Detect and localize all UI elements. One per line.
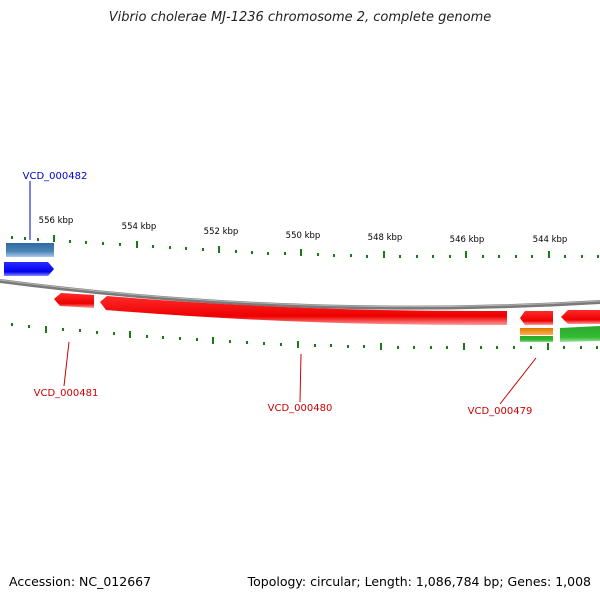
scale-label: 556 kbp (39, 216, 74, 226)
gene-arrow-vcd-000482[interactable] (4, 262, 54, 276)
gene-label[interactable]: VCD_000480 (268, 403, 333, 414)
orange-feature[interactable] (520, 328, 553, 335)
scale-label: 546 kbp (450, 235, 485, 245)
leader-line-vcd-000479 (499, 357, 537, 405)
leader-line-vcd-000480 (299, 353, 302, 403)
map-title: Vibrio cholerae MJ-1236 chromosome 2, co… (108, 10, 492, 25)
scale-label: 550 kbp (286, 231, 321, 241)
green-feature-large[interactable] (560, 326, 600, 342)
inner-tick-ring (11, 323, 598, 350)
green-feature[interactable] (520, 336, 553, 342)
gene-arrow-vcd-000481[interactable] (54, 293, 94, 308)
genome-backbone (0, 279, 600, 310)
accession-text: Accession: NC_012667 (9, 574, 152, 589)
gene-label[interactable]: VCD_000481 (34, 388, 99, 399)
outer-tick-ring (11, 235, 599, 258)
scale-label: 554 kbp (122, 222, 157, 232)
gene-label[interactable]: VCD_000482 (23, 171, 88, 182)
gene-arrow-next[interactable] (561, 310, 600, 324)
genome-backbone-highlight (0, 279, 600, 308)
scale-label: 548 kbp (368, 233, 403, 243)
gene-arrow-vcd-000480[interactable] (100, 296, 507, 326)
leader-line-vcd-000481 (63, 341, 70, 387)
scale-label: 544 kbp (533, 235, 568, 245)
scale-labels: 556 kbp 554 kbp 552 kbp 550 kbp 548 kbp … (39, 216, 568, 245)
rna-feature[interactable] (6, 243, 54, 257)
scale-label: 552 kbp (204, 227, 239, 237)
genome-summary-text: Topology: circular; Length: 1,086,784 bp… (247, 574, 591, 589)
gene-arrow-vcd-000479[interactable] (520, 311, 553, 325)
gene-label[interactable]: VCD_000479 (468, 406, 533, 417)
